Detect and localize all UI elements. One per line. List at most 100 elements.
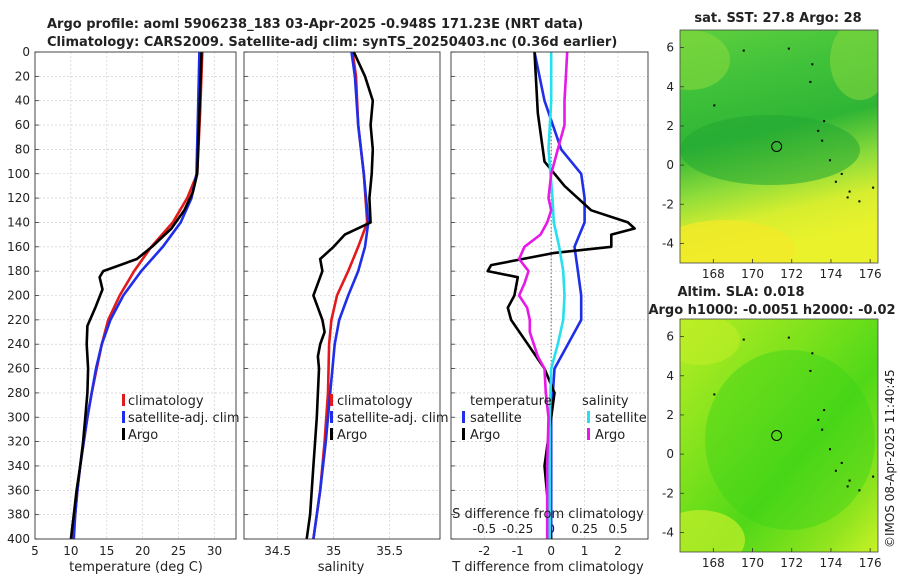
legend-label-s-argo: Argo bbox=[595, 428, 625, 443]
sst-features bbox=[680, 30, 878, 263]
warm-patch bbox=[680, 220, 795, 263]
map-x-tick-label: 172 bbox=[780, 556, 803, 570]
sla-map: 168 170 172 174 176 -4 -2 0 2 4 6 bbox=[662, 318, 882, 570]
island-speck bbox=[840, 461, 843, 464]
island-speck bbox=[846, 485, 849, 488]
legend-label-climatology: climatology bbox=[128, 394, 204, 409]
y-tick-label: 60 bbox=[15, 118, 30, 132]
s-tick-label: 0.25 bbox=[571, 522, 598, 536]
legend-label-t-argo: Argo bbox=[470, 428, 500, 443]
legend-swatch-s-satellite bbox=[587, 411, 590, 423]
x-tick-label: -2 bbox=[478, 544, 490, 558]
argo-position-marker bbox=[771, 430, 783, 441]
map-x-tick-label: 172 bbox=[780, 267, 803, 281]
salinity-profile-panel: 34.5 35 35.5 bbox=[243, 51, 441, 558]
island-speck bbox=[742, 338, 745, 341]
x-tick-label: 35.5 bbox=[376, 544, 403, 558]
legend-swatch-t-argo bbox=[462, 428, 465, 440]
light-patch bbox=[830, 30, 878, 100]
island-speck bbox=[828, 159, 831, 162]
sla-features bbox=[680, 319, 875, 552]
legend-swatch-t-satellite bbox=[462, 411, 465, 423]
sst-map-title: sat. SST: 27.8 Argo: 28 bbox=[694, 11, 861, 26]
island-speck bbox=[787, 47, 790, 50]
legend-label-satellite: satellite-adj. clim bbox=[337, 411, 449, 426]
y-tick-label: 220 bbox=[7, 313, 30, 327]
x-tick-label: 15 bbox=[99, 544, 114, 558]
legend-swatch-climatology bbox=[330, 394, 333, 406]
island-speck bbox=[821, 428, 824, 431]
series-line-satellite-adj-clim bbox=[312, 51, 370, 540]
island-speck bbox=[848, 190, 851, 193]
legend-label-s-satellite: satellite bbox=[595, 411, 647, 426]
map-y-tick-label: -4 bbox=[662, 236, 674, 250]
island-speck bbox=[821, 139, 824, 142]
map-y-tick-label: 4 bbox=[666, 369, 674, 383]
argo-position-marker bbox=[771, 141, 783, 152]
map-x-tick-label: 174 bbox=[819, 556, 842, 570]
island-speck bbox=[823, 120, 826, 123]
x-tick-label: 30 bbox=[207, 544, 222, 558]
legend-heading-temperature: temperature bbox=[470, 394, 552, 409]
s-tick-label: -0.25 bbox=[502, 522, 533, 536]
island-speck bbox=[846, 196, 849, 199]
series-line-s-argo bbox=[517, 51, 569, 539]
t-difference-x-label: T difference from climatology bbox=[451, 560, 644, 575]
x-tick-label: 1 bbox=[581, 544, 589, 558]
legend-label-argo: Argo bbox=[128, 428, 158, 443]
s-tick-label: 0.5 bbox=[608, 522, 627, 536]
figure-title-line1: Argo profile: aoml 5906238_183 03-Apr-20… bbox=[47, 17, 583, 32]
island-speck bbox=[713, 393, 716, 396]
map-y-tick-label: 6 bbox=[666, 330, 674, 344]
island-speck bbox=[872, 475, 875, 478]
y-tick-label: 400 bbox=[7, 532, 30, 546]
y-tick-label: 120 bbox=[7, 191, 30, 205]
axes-frame bbox=[450, 51, 649, 540]
island-speck bbox=[848, 479, 851, 482]
legend-swatch-s-argo bbox=[587, 428, 590, 440]
sst-map: 168 170 172 174 176 -4 -2 0 2 4 6 bbox=[662, 29, 882, 281]
legend-label-argo: Argo bbox=[337, 428, 367, 443]
y-tick-label: 240 bbox=[7, 337, 30, 351]
x-tick-label: -1 bbox=[512, 544, 524, 558]
y-tick-label: 140 bbox=[7, 215, 30, 229]
y-tick-label: 260 bbox=[7, 362, 30, 376]
island-speck bbox=[742, 49, 745, 52]
y-tick-label: 320 bbox=[7, 435, 30, 449]
x-tick-label: 25 bbox=[171, 544, 186, 558]
y-tick-label: 180 bbox=[7, 264, 30, 278]
island-speck bbox=[858, 200, 861, 203]
figure-title-line2: Climatology: CARS2009. Satellite-adj cli… bbox=[47, 35, 617, 50]
x-tick-label: 20 bbox=[135, 544, 150, 558]
cool-band bbox=[680, 115, 860, 185]
sla-high-patch bbox=[680, 319, 740, 365]
sst-islands bbox=[713, 47, 875, 203]
s-difference-x-label: S difference from climatology bbox=[452, 507, 644, 522]
sst-axes: 168 170 172 174 176 -4 -2 0 2 4 6 bbox=[662, 41, 882, 281]
y-tick-label: 340 bbox=[7, 459, 30, 473]
y-tick-label: 160 bbox=[7, 240, 30, 254]
y-tick-label: 100 bbox=[7, 167, 30, 181]
legend-label-climatology: climatology bbox=[337, 394, 413, 409]
series-line-t-argo bbox=[486, 51, 636, 540]
map-y-tick-label: -2 bbox=[662, 197, 674, 211]
island-speck bbox=[858, 489, 861, 492]
legend-label-satellite: satellite-adj. clim bbox=[128, 411, 240, 426]
salinity-x-label: salinity bbox=[318, 560, 365, 575]
legend-label-t-satellite: satellite bbox=[470, 411, 522, 426]
sla-low-patch bbox=[705, 350, 875, 530]
sla-map-subtitle: Argo h1000: -0.0051 h2000: -0.02 bbox=[648, 303, 895, 318]
x-tick-label: 35 bbox=[326, 544, 341, 558]
temperature-profile-panel: 5 10 15 20 25 3002040608010012014016018020022… bbox=[7, 45, 237, 558]
y-tick-label: 20 bbox=[15, 69, 30, 83]
temperature-x-label: temperature (deg C) bbox=[69, 560, 203, 575]
map-x-tick-label: 170 bbox=[741, 556, 764, 570]
sla-map-title: Altim. SLA: 0.018 bbox=[678, 285, 805, 300]
y-tick-label: 80 bbox=[15, 142, 30, 156]
axes-frame bbox=[243, 51, 441, 540]
series-line-argo bbox=[305, 51, 375, 540]
map-x-tick-label: 170 bbox=[741, 267, 764, 281]
y-tick-label: 40 bbox=[15, 94, 30, 108]
island-speck bbox=[811, 63, 814, 66]
